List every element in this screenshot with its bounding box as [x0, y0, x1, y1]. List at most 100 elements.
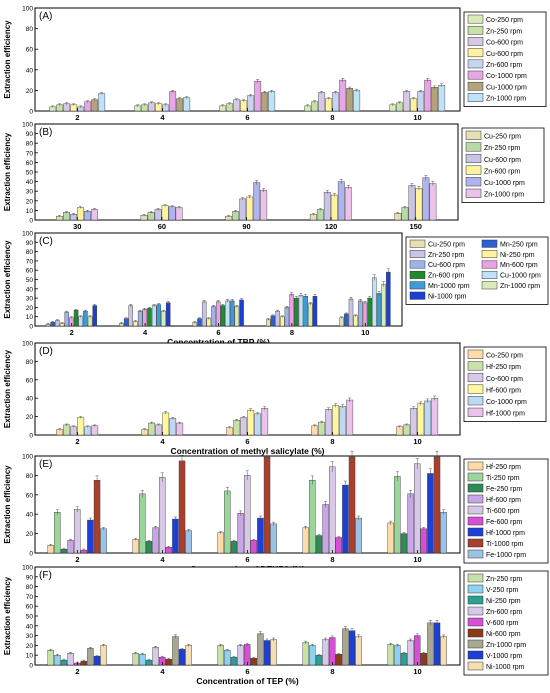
bar: [427, 622, 434, 666]
bar: [381, 283, 386, 327]
y-tick-label: 20: [26, 88, 34, 95]
bar: [232, 211, 240, 221]
bar: [420, 528, 428, 554]
bar: [309, 480, 316, 554]
y-axis-label: Extraction efficiency: [3, 465, 12, 544]
legend-swatch: [481, 270, 498, 279]
panel-label: (A): [39, 11, 52, 22]
legend-swatch: [467, 361, 484, 371]
y-tick-label: 70: [26, 258, 34, 265]
legend-label: Co-250 rpm: [486, 353, 523, 360]
y-tick-label: 100: [22, 454, 33, 461]
bar: [91, 209, 98, 221]
legend-label: Zn-600 rpm: [486, 609, 522, 616]
bar: [92, 305, 97, 327]
legend-box: [405, 236, 549, 305]
panel-label: (F): [39, 570, 52, 581]
bar: [344, 313, 349, 327]
legend-swatch: [467, 538, 484, 548]
legend-label: Hf-600 rpm: [486, 497, 521, 504]
bar: [394, 645, 401, 666]
bar: [323, 191, 331, 221]
legend-swatch: [467, 595, 484, 605]
bar: [386, 271, 391, 327]
bar: [91, 425, 99, 436]
bar: [396, 426, 404, 436]
bar: [353, 315, 358, 327]
bar: [424, 400, 432, 436]
x-tick-label: 10: [413, 113, 421, 122]
bar: [148, 102, 156, 112]
bar: [206, 318, 212, 327]
bar: [165, 302, 171, 327]
bar: [215, 301, 221, 327]
x-tick-label: 6: [216, 328, 220, 337]
bar: [253, 182, 261, 221]
bar: [348, 630, 356, 666]
bar: [400, 653, 408, 666]
bar: [239, 299, 244, 327]
bar: [254, 80, 262, 112]
bar: [247, 409, 255, 436]
bar: [420, 653, 428, 666]
bar: [322, 639, 329, 666]
legend-swatch: [465, 188, 482, 198]
legend-label: Mn-250 rpm: [500, 241, 538, 248]
legend-swatch: [465, 130, 482, 140]
legend-swatch: [467, 93, 484, 102]
bar: [335, 654, 343, 666]
bar: [54, 655, 61, 666]
bar: [67, 540, 74, 554]
bar: [175, 207, 183, 221]
y-tick-label: 0: [29, 324, 33, 331]
legend-swatch: [467, 349, 484, 359]
y-tick-label: 80: [26, 359, 34, 366]
legend-label: Co-1000 rpm: [486, 73, 527, 80]
legend-swatch: [467, 48, 484, 58]
x-tick-label: 6: [245, 667, 249, 676]
bar: [270, 639, 277, 666]
bar: [217, 532, 224, 554]
bar: [224, 650, 231, 666]
bar: [83, 310, 88, 327]
y-tick-label: 40: [26, 512, 34, 519]
bar: [87, 519, 94, 554]
bar: [154, 209, 162, 221]
bar: [289, 294, 294, 327]
x-tick-label: 2: [75, 667, 79, 676]
bar: [422, 177, 430, 221]
bar: [176, 98, 184, 112]
x-tick-label: 120: [325, 222, 338, 231]
bar: [353, 90, 361, 112]
bar: [172, 518, 179, 554]
bar: [342, 484, 349, 554]
y-tick-label: 70: [26, 594, 34, 601]
bar: [337, 181, 345, 221]
bar: [396, 102, 404, 112]
bar: [93, 655, 101, 666]
bar: [98, 93, 106, 112]
legend-label: Hf-250 rpm: [486, 464, 521, 471]
legend-label: V-250 rpm: [486, 587, 518, 594]
bar: [431, 87, 439, 112]
bar: [226, 427, 234, 436]
bar: [233, 420, 241, 436]
bar: [339, 79, 347, 112]
bar: [158, 477, 166, 554]
bar: [162, 412, 170, 436]
bar: [240, 100, 248, 112]
chart-panel: (B) 0 10 20 30 40 50 60 70 80 90 100 Extraction effi…: [3, 122, 545, 241]
y-tick-label: 70: [26, 150, 34, 157]
legend-label: Cu-1000 rpm: [484, 180, 525, 187]
bar: [415, 188, 423, 221]
bar: [233, 99, 241, 112]
legend-swatch: [409, 281, 426, 290]
legend-swatch: [467, 617, 484, 627]
bar: [73, 309, 79, 327]
y-tick-label: 100: [22, 122, 33, 129]
y-tick-label: 40: [26, 396, 34, 403]
x-tick-label: 6: [245, 555, 249, 564]
legend-label: Fe-250 rpm: [486, 486, 522, 493]
y-tick-label: 30: [26, 296, 34, 303]
bar: [394, 476, 401, 554]
